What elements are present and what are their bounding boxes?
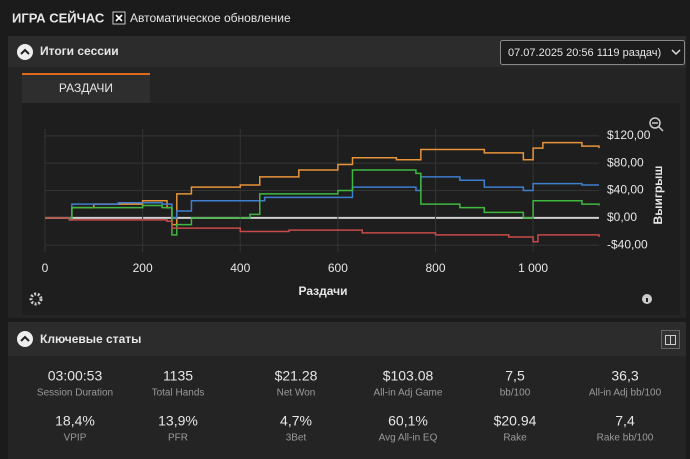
y-tick-label: $80,00 xyxy=(607,155,644,169)
chevron xyxy=(20,335,30,342)
settings-icon[interactable] xyxy=(29,292,43,306)
collapse-button[interactable] xyxy=(17,44,33,60)
stat-value: 1135 xyxy=(163,368,193,384)
series-line xyxy=(45,169,600,236)
stats-grid: 03:00:53 Session Duration 1135 Total Hands $… xyxy=(37,368,662,444)
y-tick-label: $0,00 xyxy=(607,210,637,224)
x-axis-label: Раздачи xyxy=(299,284,348,298)
y-tick-label: -$40,00 xyxy=(607,237,648,251)
stat-value: 18,4% xyxy=(55,413,95,429)
x-tick-label: 0 xyxy=(42,261,49,275)
stat-value: $103.08 xyxy=(383,368,434,384)
stat-value: 03:00:53 xyxy=(48,368,103,384)
zoom-icon[interactable] xyxy=(649,117,661,129)
section-title: Итоги сессии xyxy=(40,44,119,58)
tab[interactable] xyxy=(22,73,150,103)
stat-label: bb/100 xyxy=(500,388,531,399)
stat-label: PFR xyxy=(168,433,188,444)
stat-label: Session Duration xyxy=(37,388,113,399)
info-icon-detail xyxy=(646,298,648,302)
checkbox-label[interactable]: Автоматическое обновление xyxy=(130,11,291,25)
stat-value: $20.94 xyxy=(494,413,537,429)
tab-indicator xyxy=(22,73,150,75)
page-title: ИГРА СЕЙЧАС xyxy=(12,10,105,25)
dropdown-text: 07.07.2025 20:56 1119 раздач) xyxy=(508,47,661,59)
x-tick-label: 200 xyxy=(133,261,153,275)
stat-label: VPIP xyxy=(64,433,87,444)
stat-label: All-in Adj Game xyxy=(374,388,443,399)
x-tick-label: 800 xyxy=(425,261,445,275)
stat-label: Total Hands xyxy=(152,388,205,399)
stat-label: All-in Adj bb/100 xyxy=(589,388,662,399)
stat-label: Net Won xyxy=(277,388,316,399)
x-tick-label: 600 xyxy=(328,261,348,275)
stat-value: 7,5 xyxy=(505,368,525,384)
stats-header xyxy=(8,322,686,356)
stat-label: Avg All-in EQ xyxy=(379,433,438,444)
tab-label[interactable]: РАЗДАЧИ xyxy=(59,81,113,95)
stat-label: Rake xyxy=(503,433,527,444)
section-title: Ключевые статы xyxy=(40,332,141,346)
stat-value: 60,1% xyxy=(388,413,428,429)
x-tick-label: 400 xyxy=(230,261,250,275)
stat-value: 7,4 xyxy=(615,413,635,429)
layout-icon xyxy=(665,335,676,345)
stat-label: 3Bet xyxy=(286,433,307,444)
stat-value: $21.28 xyxy=(275,368,318,384)
series-line xyxy=(45,217,600,243)
zoom-icon-detail xyxy=(652,122,664,132)
stat-value: 13,9% xyxy=(158,413,198,429)
collapse-button[interactable] xyxy=(17,331,33,347)
y-axis-label: Выигрыш xyxy=(651,166,665,225)
y-tick-label: $120,00 xyxy=(607,128,651,142)
series-line xyxy=(45,176,599,220)
stat-value: 36,3 xyxy=(611,368,638,384)
chart-area xyxy=(22,103,680,315)
checkmark xyxy=(115,14,123,22)
stat-value: 4,7% xyxy=(280,413,312,429)
chevron xyxy=(20,48,30,55)
x-tick-label: 1 000 xyxy=(518,261,548,275)
stat-label: Rake bb/100 xyxy=(597,433,654,444)
dropdown-arrow xyxy=(671,49,681,56)
session-dropdown[interactable] xyxy=(500,40,685,65)
plot: $120,00 $80,00 $40,00 $0,00 -$40,00 0 200 400 60… xyxy=(42,128,651,275)
y-tick-label: $40,00 xyxy=(607,183,644,197)
